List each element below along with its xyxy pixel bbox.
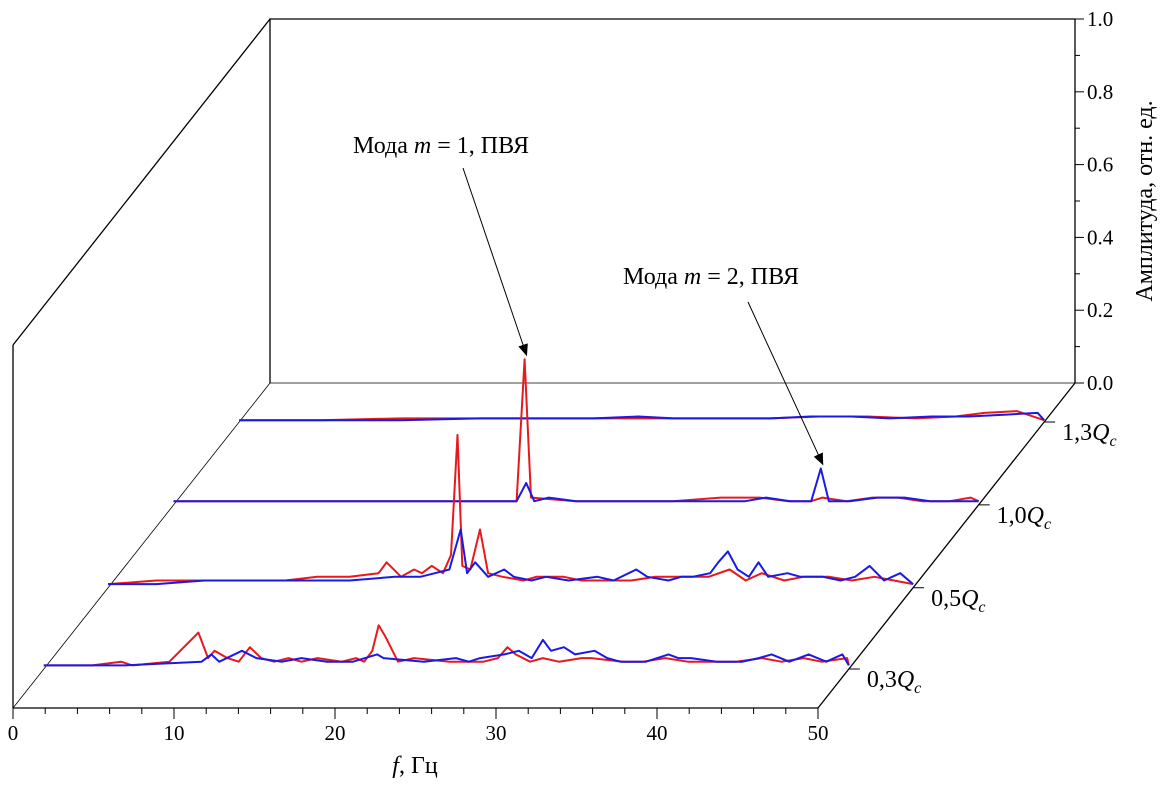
depth-label: 0,3Qc	[867, 667, 921, 697]
series-line-blue	[43, 638, 850, 667]
axis-labels: 0 10 20 30 40 50 f, Гц 0.0 0.2 0.4 0.6 0.8 1.0 Амплит…	[8, 7, 1158, 779]
z-tick-label: 0.2	[1087, 298, 1113, 322]
series-line-blue	[239, 411, 1045, 422]
right-floor-edge	[817, 382, 1076, 709]
back-wall-frame	[269, 18, 1076, 383]
annotation-arrow	[462, 167, 528, 357]
x-tick-label: 20	[325, 721, 346, 745]
annotation-arrow	[747, 301, 824, 466]
z-tick-label: 0.8	[1087, 80, 1113, 104]
x-tick-label: 10	[164, 721, 185, 745]
x-tick-label: 0	[8, 721, 19, 745]
x-tick-label: 50	[808, 721, 829, 745]
annotations: Мода m = 1, ПВЯ Мода m = 2, ПВЯ	[353, 133, 824, 466]
series-line-red	[108, 433, 914, 586]
z-axis-title: Амплитуда, отн. ед.	[1132, 100, 1158, 301]
plot-box	[12, 18, 1076, 709]
series-0,3Qc	[43, 624, 850, 667]
z-tick-label: 0.6	[1087, 153, 1113, 177]
depth-label: 0,5Qc	[931, 586, 985, 616]
left-top-edge	[12, 18, 271, 346]
x-tick-label: 40	[647, 721, 668, 745]
left-floor-edge	[12, 382, 271, 709]
annotation-2: Мода m = 2, ПВЯ	[623, 264, 824, 466]
axis-ticks	[12, 18, 1084, 719]
annotation-text: Мода m = 2, ПВЯ	[623, 264, 799, 290]
series-line-blue	[108, 528, 914, 586]
x-tick-label: 30	[486, 721, 507, 745]
series-0,5Qc	[108, 433, 914, 586]
depth-label: 1,0Qc	[997, 503, 1051, 533]
z-tick-label: 0.0	[1087, 371, 1113, 395]
depth-label: 1,3Qc	[1062, 420, 1116, 450]
series-line-red	[43, 624, 850, 667]
annotation-text: Мода m = 1, ПВЯ	[353, 133, 529, 159]
series-line-blue	[173, 467, 979, 503]
x-axis-title: f, Гц	[392, 753, 438, 779]
series-layer	[43, 358, 1045, 667]
annotation-1: Мода m = 1, ПВЯ	[353, 133, 529, 357]
series-1,3Qc	[239, 410, 1045, 422]
z-tick-label: 0.4	[1087, 225, 1114, 249]
series-line-red	[239, 410, 1045, 422]
series-1,0Qc	[173, 358, 980, 503]
series-line-red	[173, 358, 980, 503]
z-tick-label: 1.0	[1087, 7, 1113, 31]
